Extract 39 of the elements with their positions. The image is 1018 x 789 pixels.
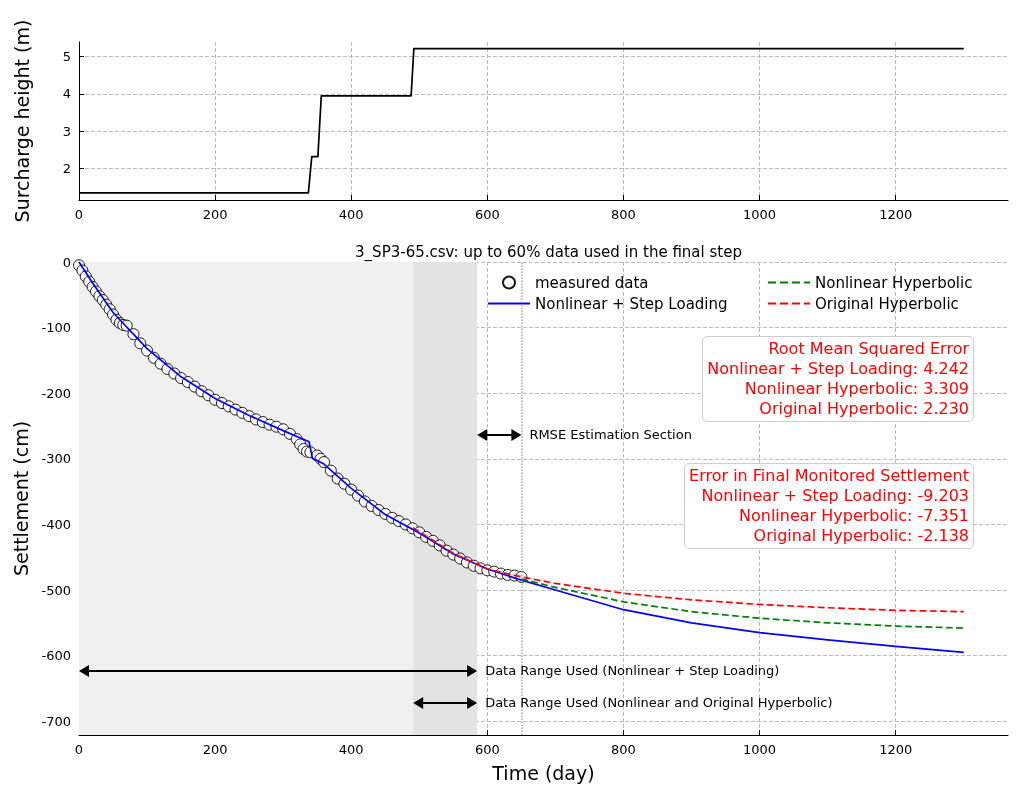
x-tick-label: 600 xyxy=(474,207,500,222)
y-tick-label: -600 xyxy=(41,648,71,664)
y-tick-label: -300 xyxy=(41,451,71,467)
x-tick-label: 600 xyxy=(474,742,500,757)
x-tick-label: 1200 xyxy=(879,207,913,222)
annotation: Error in Final Monitored Settlement Nonlinear + Step Loading: -9.203 Nonlinear Hyperbolic: -7.351 Original Hyperbolic: -2.138 xyxy=(684,463,974,549)
legend-label: Nonlinear Hyperbolic xyxy=(815,273,973,292)
x-tick-label: 1200 xyxy=(879,742,913,757)
x-tick-label: 1000 xyxy=(743,742,777,757)
x-tick-label: 200 xyxy=(202,742,228,757)
x-tick-label: 800 xyxy=(611,742,636,757)
legend-label: Nonlinear + Step Loading xyxy=(535,294,728,313)
x-tick-label: 400 xyxy=(338,742,364,757)
y-tick-label: 2 xyxy=(62,161,71,177)
annotation: Data Range Used (Nonlinear and Original Hyperbolic) xyxy=(485,695,833,710)
x-axis-title: Time (day) xyxy=(491,761,595,784)
legend-label: Original Hyperbolic xyxy=(815,294,959,313)
chart-title: 3_SP3-65.csv: up to 60% data used in the final step xyxy=(355,242,742,262)
y-tick-label: 4 xyxy=(62,86,71,102)
x-tick-label: 0 xyxy=(74,207,84,222)
annotation: RMSE Estimation Section xyxy=(529,427,692,442)
y-axis-title: Surcharge height (m) xyxy=(10,19,33,223)
legend-label: measured data xyxy=(535,273,649,292)
x-tick-label: 400 xyxy=(338,207,364,222)
y-tick-label: 3 xyxy=(62,123,71,139)
y-tick-label: -400 xyxy=(41,516,71,532)
x-tick-label: 200 xyxy=(202,207,228,222)
x-tick-label: 800 xyxy=(611,207,636,222)
x-tick-label: 0 xyxy=(74,742,84,757)
y-axis-title: Settlement (cm) xyxy=(10,420,33,577)
y-tick-label: 5 xyxy=(62,49,71,65)
annotation: Root Mean Squared Error Nonlinear + Step Loading: 4.242 Nonlinear Hyperbolic: 3.309 Original Hyperbolic: 2.230 xyxy=(702,336,974,422)
y-tick-label: 0 xyxy=(62,254,71,270)
y-tick-label: -100 xyxy=(41,320,71,336)
y-tick-label: -500 xyxy=(41,582,71,598)
annotation: Data Range Used (Nonlinear + Step Loading) xyxy=(485,663,780,678)
x-tick-label: 1000 xyxy=(743,207,777,222)
y-tick-label: -200 xyxy=(41,385,71,401)
y-tick-label: -700 xyxy=(41,713,71,729)
